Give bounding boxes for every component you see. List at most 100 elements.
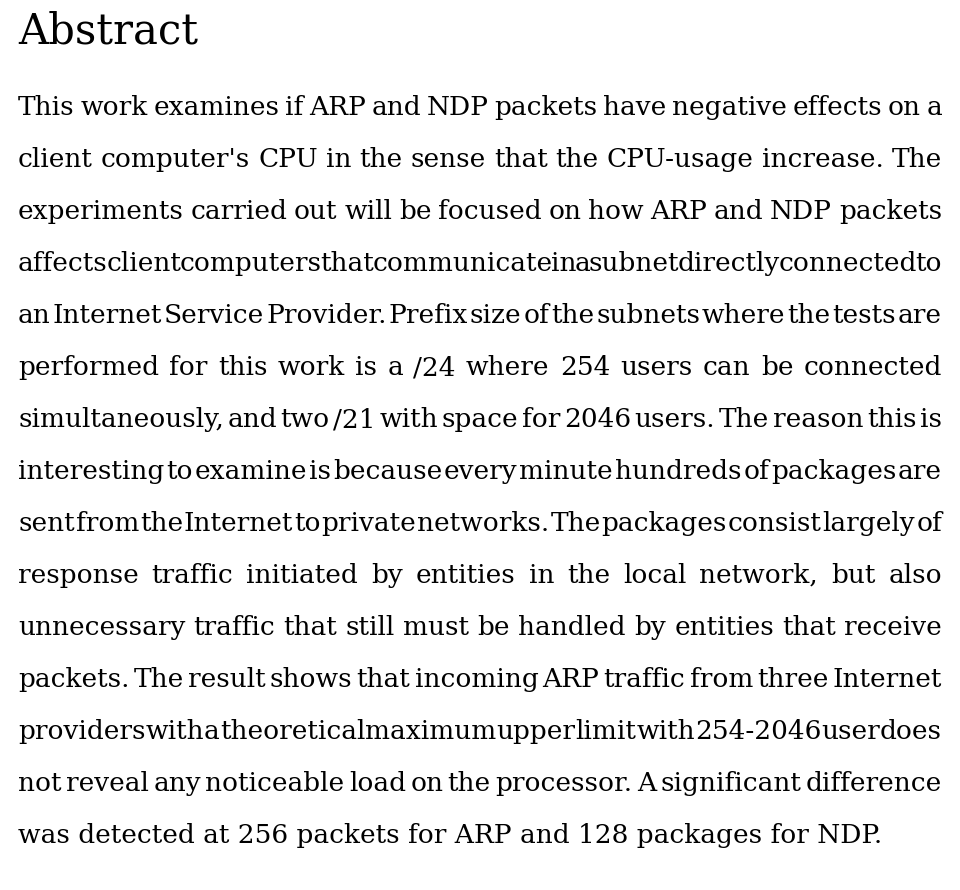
Text: This: This xyxy=(18,95,75,120)
Text: have: have xyxy=(603,95,666,120)
Text: processor.: processor. xyxy=(495,771,633,796)
Text: that: that xyxy=(494,147,547,172)
Text: a: a xyxy=(926,95,942,120)
Text: that: that xyxy=(284,615,338,640)
Text: packages: packages xyxy=(602,511,727,536)
Text: A: A xyxy=(636,771,656,796)
Text: by: by xyxy=(635,615,666,640)
Text: result: result xyxy=(188,667,266,692)
Text: any: any xyxy=(154,771,201,796)
Text: an: an xyxy=(18,303,51,328)
Text: are: are xyxy=(898,303,942,328)
Text: focused: focused xyxy=(438,199,541,224)
Text: ARP: ARP xyxy=(650,199,708,224)
Text: reason: reason xyxy=(773,407,863,432)
Text: private: private xyxy=(322,511,417,536)
Text: in: in xyxy=(551,251,576,276)
Text: and: and xyxy=(372,95,420,120)
Text: unnecessary: unnecessary xyxy=(18,615,185,640)
Text: does: does xyxy=(880,719,942,744)
Text: subnet: subnet xyxy=(589,251,680,276)
Text: ARP: ARP xyxy=(542,667,599,692)
Text: effects: effects xyxy=(792,95,882,120)
Text: traffic: traffic xyxy=(604,667,685,692)
Text: on: on xyxy=(410,771,444,796)
Text: traffic: traffic xyxy=(194,615,276,640)
Text: the: the xyxy=(551,303,594,328)
Text: a: a xyxy=(204,719,220,744)
Text: initiated: initiated xyxy=(247,563,358,588)
Text: difference: difference xyxy=(805,771,942,796)
Text: three: three xyxy=(757,667,828,692)
Text: where: where xyxy=(467,355,550,380)
Text: by: by xyxy=(372,563,403,588)
Text: must: must xyxy=(403,615,469,640)
Text: sent: sent xyxy=(18,511,75,536)
Text: that: that xyxy=(782,615,836,640)
Text: providers: providers xyxy=(18,719,146,744)
Text: to: to xyxy=(166,459,193,484)
Text: Provider.: Provider. xyxy=(266,303,387,328)
Text: largely: largely xyxy=(823,511,915,536)
Text: from: from xyxy=(689,667,753,692)
Text: this: this xyxy=(867,407,917,432)
Text: a: a xyxy=(388,355,403,380)
Text: be: be xyxy=(761,355,793,380)
Text: sense: sense xyxy=(411,147,486,172)
Text: network,: network, xyxy=(699,563,818,588)
Text: work: work xyxy=(81,95,148,120)
Text: in: in xyxy=(325,147,351,172)
Text: still: still xyxy=(346,615,395,640)
Text: 2046: 2046 xyxy=(564,407,631,432)
Text: packages: packages xyxy=(771,459,896,484)
Text: was detected at 256 packets for ARP and 128 packages for NDP.: was detected at 256 packets for ARP and … xyxy=(18,823,882,848)
Text: Internet: Internet xyxy=(184,511,293,536)
Text: where: where xyxy=(702,303,785,328)
Text: significant: significant xyxy=(660,771,802,796)
Text: The: The xyxy=(892,147,942,172)
Text: on: on xyxy=(888,95,921,120)
Text: but: but xyxy=(831,563,876,588)
Text: 254-2046: 254-2046 xyxy=(695,719,821,744)
Text: Service: Service xyxy=(164,303,264,328)
Text: a: a xyxy=(575,251,590,276)
Text: client: client xyxy=(18,147,93,172)
Text: incoming: incoming xyxy=(415,667,539,692)
Text: to: to xyxy=(294,511,321,536)
Text: with: with xyxy=(379,407,438,432)
Text: packets: packets xyxy=(839,199,942,224)
Text: how: how xyxy=(588,199,643,224)
Text: of: of xyxy=(916,511,942,536)
Text: The: The xyxy=(133,667,184,692)
Text: receive: receive xyxy=(844,615,942,640)
Text: computer's: computer's xyxy=(101,147,251,172)
Text: with: with xyxy=(636,719,695,744)
Text: every: every xyxy=(444,459,517,484)
Text: connected: connected xyxy=(779,251,917,276)
Text: because: because xyxy=(333,459,442,484)
Text: CPU: CPU xyxy=(258,147,318,172)
Text: of: of xyxy=(743,459,769,484)
Text: increase.: increase. xyxy=(762,147,884,172)
Text: size: size xyxy=(469,303,521,328)
Text: that: that xyxy=(357,667,411,692)
Text: entities: entities xyxy=(674,615,774,640)
Text: is: is xyxy=(355,355,377,380)
Text: are: are xyxy=(898,459,942,484)
Text: directly: directly xyxy=(678,251,780,276)
Text: maximum: maximum xyxy=(365,719,496,744)
Text: entities: entities xyxy=(416,563,516,588)
Text: be: be xyxy=(477,615,510,640)
Text: packets: packets xyxy=(494,95,597,120)
Text: tests: tests xyxy=(832,303,896,328)
Text: The: The xyxy=(550,511,601,536)
Text: can: can xyxy=(703,355,751,380)
Text: limit: limit xyxy=(575,719,636,744)
Text: hundreds: hundreds xyxy=(614,459,741,484)
Text: examine: examine xyxy=(195,459,307,484)
Text: the: the xyxy=(359,147,402,172)
Text: /24: /24 xyxy=(414,355,456,380)
Text: will: will xyxy=(345,199,393,224)
Text: the: the xyxy=(567,563,610,588)
Text: the: the xyxy=(447,771,491,796)
